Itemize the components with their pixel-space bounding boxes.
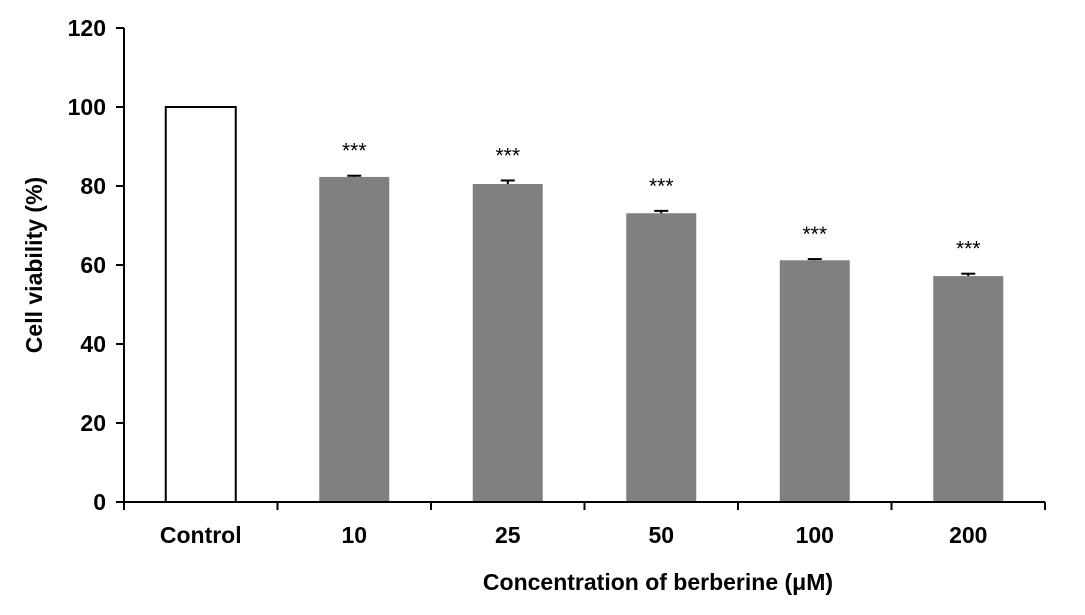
y-tick-label: 40 <box>80 331 106 357</box>
significance-label: *** <box>342 140 367 163</box>
bar-50 <box>626 213 697 502</box>
x-axis-tick-labels: Control 10 25 50 100 200 <box>123 502 1046 548</box>
bar-control <box>164 106 237 503</box>
x-tick-label: 100 <box>796 522 834 548</box>
x-tick-label: 25 <box>495 522 521 548</box>
bar-25 <box>472 184 543 502</box>
y-tick-label: 80 <box>80 173 106 199</box>
significance-label: *** <box>649 175 674 198</box>
y-axis-title: Cell viability (%) <box>21 177 47 353</box>
bars: *** *** *** *** *** <box>164 106 1004 503</box>
x-tick-label: 50 <box>648 522 674 548</box>
x-axis-title: Concentration of berberine (μM) <box>483 569 833 595</box>
significance-label: *** <box>802 223 827 246</box>
bar-200 <box>933 276 1004 502</box>
bar-10 <box>319 176 390 503</box>
y-tick-label: 120 <box>68 15 106 41</box>
y-tick-label: 100 <box>68 94 106 120</box>
bar-100 <box>779 260 850 502</box>
y-axis-ticks: 0 20 40 60 80 100 120 <box>68 15 124 515</box>
y-tick-label: 60 <box>80 252 106 278</box>
x-tick-label: Control <box>160 522 242 548</box>
y-tick-label: 0 <box>93 489 106 515</box>
significance-label: *** <box>495 144 520 167</box>
x-tick-label: 10 <box>341 522 367 548</box>
x-tick-label: 200 <box>949 522 987 548</box>
y-tick-label: 20 <box>80 410 106 436</box>
significance-label: *** <box>956 238 981 261</box>
